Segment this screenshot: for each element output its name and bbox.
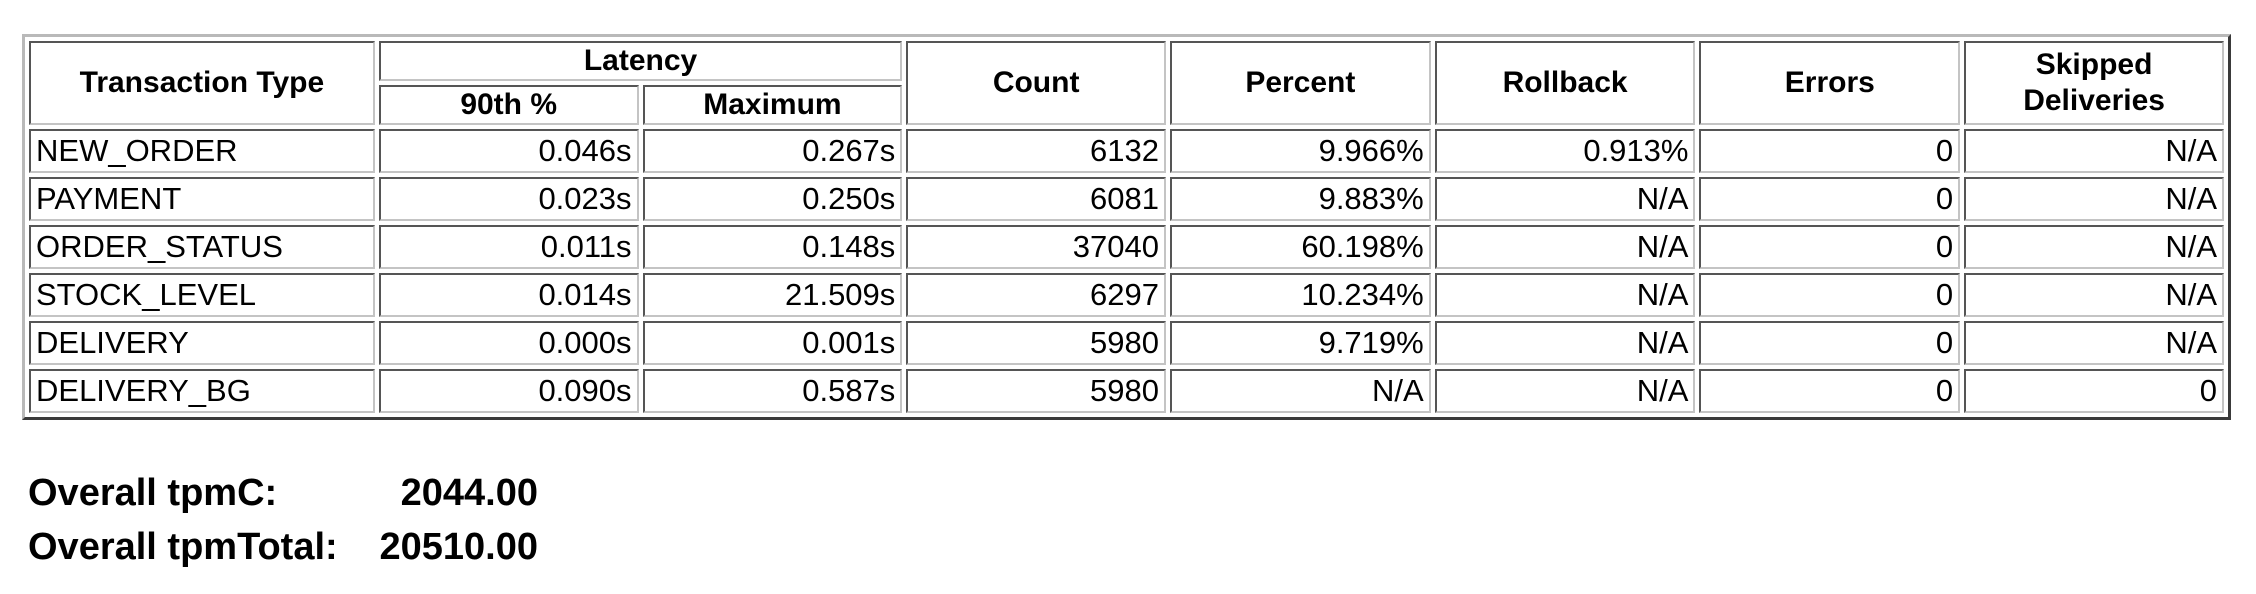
cell-transaction-type: DELIVERY_BG	[29, 369, 375, 413]
cell-count: 5980	[906, 321, 1166, 365]
header-latency-90th: 90th %	[378, 85, 639, 125]
overall-summary: Overall tpmC: 2044.00 Overall tpmTotal: …	[28, 466, 538, 574]
table-row: DELIVERY_BG 0.090s 0.587s 5980 N/A N/A 0…	[29, 369, 2224, 413]
cell-skipped-deliveries: N/A	[1964, 321, 2224, 365]
cell-skipped-deliveries: N/A	[1964, 129, 2224, 173]
cell-count: 37040	[906, 225, 1166, 269]
cell-transaction-type: ORDER_STATUS	[29, 225, 375, 269]
cell-latency-maximum: 0.250s	[642, 177, 903, 221]
header-errors: Errors	[1699, 41, 1961, 125]
cell-transaction-type: PAYMENT	[29, 177, 375, 221]
cell-latency-90th: 0.090s	[378, 369, 639, 413]
cell-latency-90th: 0.023s	[378, 177, 639, 221]
cell-percent: N/A	[1169, 369, 1431, 413]
cell-skipped-deliveries: N/A	[1964, 273, 2224, 317]
table-row: NEW_ORDER 0.046s 0.267s 6132 9.966% 0.91…	[29, 129, 2224, 173]
tpmc-value: 2044.00	[400, 472, 538, 514]
cell-latency-maximum: 0.148s	[642, 225, 903, 269]
cell-errors: 0	[1699, 273, 1961, 317]
cell-errors: 0	[1699, 129, 1961, 173]
cell-latency-maximum: 21.509s	[642, 273, 903, 317]
cell-count: 5980	[906, 369, 1166, 413]
cell-count: 6081	[906, 177, 1166, 221]
cell-rollback: N/A	[1434, 273, 1696, 317]
cell-transaction-type: DELIVERY	[29, 321, 375, 365]
header-percent: Percent	[1169, 41, 1431, 125]
table-row: ORDER_STATUS 0.011s 0.148s 37040 60.198%…	[29, 225, 2224, 269]
cell-skipped-deliveries: N/A	[1964, 225, 2224, 269]
summary-tpmc-row: Overall tpmC: 2044.00	[28, 466, 538, 520]
cell-count: 6297	[906, 273, 1166, 317]
cell-percent: 9.719%	[1169, 321, 1431, 365]
header-skipped-deliveries: Skipped Deliveries	[1964, 41, 2224, 125]
table-row: DELIVERY 0.000s 0.001s 5980 9.719% N/A 0…	[29, 321, 2224, 365]
cell-transaction-type: NEW_ORDER	[29, 129, 375, 173]
header-transaction-type: Transaction Type	[29, 41, 375, 125]
cell-percent: 10.234%	[1169, 273, 1431, 317]
cell-rollback: N/A	[1434, 177, 1696, 221]
cell-percent: 9.966%	[1169, 129, 1431, 173]
cell-latency-90th: 0.011s	[378, 225, 639, 269]
summary-tpmtotal-row: Overall tpmTotal: 20510.00	[28, 520, 538, 574]
cell-rollback: N/A	[1434, 321, 1696, 365]
cell-rollback: 0.913%	[1434, 129, 1696, 173]
cell-errors: 0	[1699, 321, 1961, 365]
header-latency-maximum: Maximum	[642, 85, 903, 125]
table-row: PAYMENT 0.023s 0.250s 6081 9.883% N/A 0 …	[29, 177, 2224, 221]
cell-rollback: N/A	[1434, 369, 1696, 413]
cell-latency-maximum: 0.267s	[642, 129, 903, 173]
cell-errors: 0	[1699, 225, 1961, 269]
cell-errors: 0	[1699, 369, 1961, 413]
cell-latency-90th: 0.000s	[378, 321, 639, 365]
cell-latency-90th: 0.046s	[378, 129, 639, 173]
tpmc-label: Overall tpmC:	[28, 472, 278, 514]
tpmtotal-value: 20510.00	[379, 526, 539, 568]
header-count: Count	[906, 41, 1166, 125]
table-row: STOCK_LEVEL 0.014s 21.509s 6297 10.234% …	[29, 273, 2224, 317]
cell-count: 6132	[906, 129, 1166, 173]
cell-errors: 0	[1699, 177, 1961, 221]
cell-percent: 9.883%	[1169, 177, 1431, 221]
cell-percent: 60.198%	[1169, 225, 1431, 269]
transaction-report-table: Transaction Type Latency Count Percent R…	[22, 34, 2231, 420]
cell-transaction-type: STOCK_LEVEL	[29, 273, 375, 317]
header-rollback: Rollback	[1434, 41, 1696, 125]
cell-skipped-deliveries: 0	[1964, 369, 2224, 413]
tpmtotal-label: Overall tpmTotal:	[28, 526, 338, 568]
header-latency: Latency	[378, 41, 903, 81]
cell-latency-maximum: 0.001s	[642, 321, 903, 365]
cell-rollback: N/A	[1434, 225, 1696, 269]
cell-skipped-deliveries: N/A	[1964, 177, 2224, 221]
cell-latency-90th: 0.014s	[378, 273, 639, 317]
cell-latency-maximum: 0.587s	[642, 369, 903, 413]
